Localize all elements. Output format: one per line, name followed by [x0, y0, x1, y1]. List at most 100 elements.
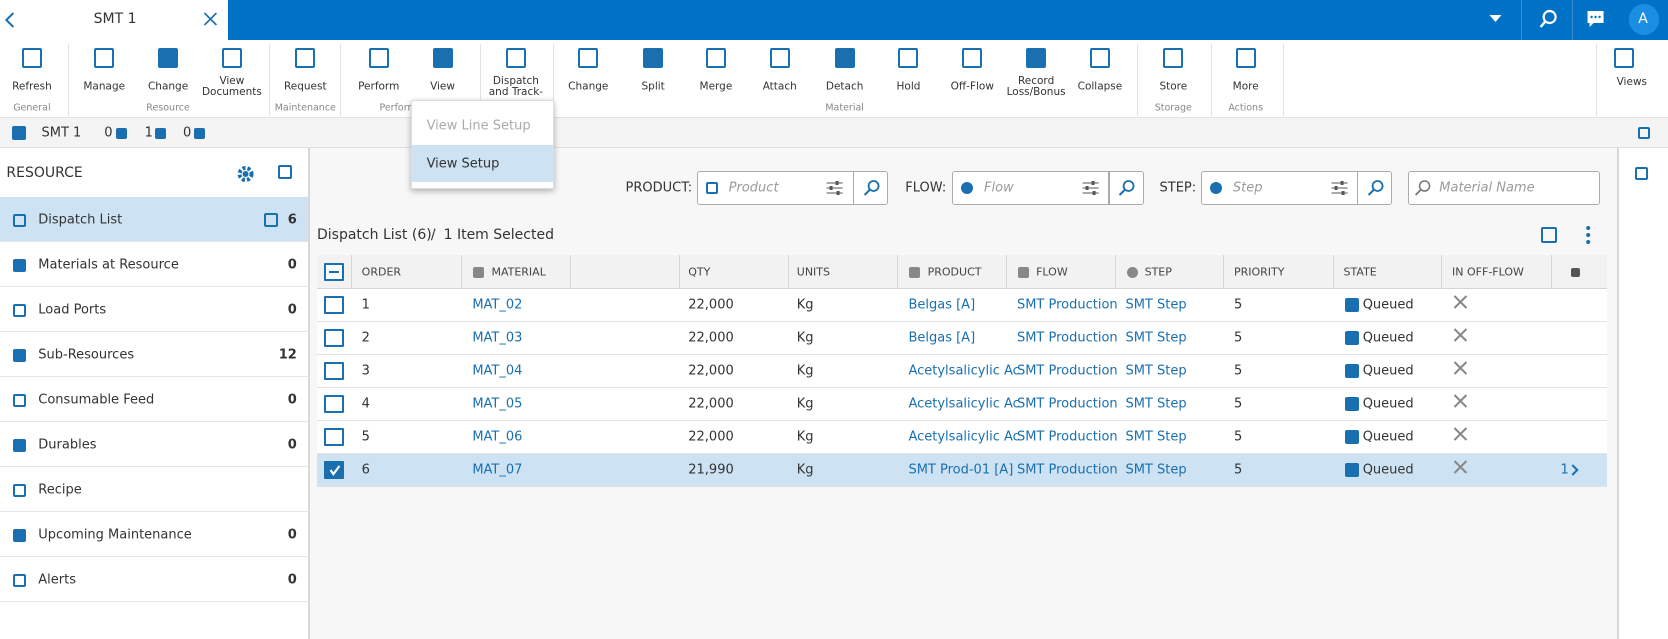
link-cell[interactable]: MAT_04 [472, 363, 523, 379]
filter-placeholder: Product [728, 180, 779, 196]
icon [1614, 48, 1635, 68]
icon [1345, 331, 1360, 345]
link-cell[interactable]: SMT Step [1125, 429, 1187, 445]
menu-item[interactable]: View Setup [426, 156, 500, 172]
link-cell[interactable]: SMT Production [1016, 330, 1118, 346]
link-cell[interactable]: SMT Step [1125, 462, 1187, 478]
checkbox[interactable] [324, 362, 344, 380]
sidebar-item[interactable] [0, 242, 310, 287]
checkbox[interactable] [324, 461, 344, 479]
toolbar-button[interactable]: View Documents [201, 75, 262, 98]
top-sep [1572, 0, 1574, 40]
toolbar-button[interactable]: Hold [896, 80, 921, 93]
icon-shape [1331, 182, 1348, 194]
toolbar-button[interactable]: Off-Flow [950, 80, 994, 93]
icon [1345, 463, 1360, 477]
icon [12, 303, 26, 317]
link-cell[interactable]: MAT_02 [472, 297, 523, 313]
search-icon [1366, 179, 1385, 197]
tab[interactable] [0, 0, 228, 40]
sidebar-item[interactable] [0, 287, 310, 332]
table-row[interactable] [317, 454, 1608, 487]
sidebar-item[interactable] [0, 512, 310, 557]
link-cell[interactable]: SMT Step [1125, 297, 1187, 313]
column-header[interactable]: IN OFF-FLOW [1452, 265, 1524, 279]
toolbar-button[interactable]: Refresh [12, 80, 52, 93]
column-header[interactable]: STATE [1343, 265, 1377, 279]
toolbar-button[interactable]: Views [1616, 76, 1647, 88]
filter-field[interactable] [1201, 171, 1393, 205]
link-cell[interactable]: SMT Step [1125, 396, 1187, 412]
column-header[interactable]: PRIORITY [1233, 265, 1285, 279]
checkbox[interactable] [324, 329, 344, 347]
sidebar-item[interactable] [0, 197, 310, 242]
icon [12, 528, 26, 542]
avatar[interactable] [1628, 4, 1660, 35]
column-header[interactable]: UNITS [796, 265, 830, 279]
table-cell: 22,000 [688, 330, 734, 346]
toolbar-button[interactable]: Change [568, 80, 609, 93]
link-cell[interactable]: Acetylsalicylic Ac [908, 429, 1020, 445]
toolbar-button[interactable]: Attach [762, 80, 797, 93]
table-row[interactable] [317, 421, 1608, 454]
link-cell[interactable]: SMT Production [1016, 462, 1118, 478]
sidebar-item[interactable] [0, 377, 310, 422]
table-row[interactable] [317, 388, 1608, 421]
link-cell[interactable]: MAT_07 [472, 462, 523, 478]
link-cell[interactable]: SMT Production [1016, 363, 1118, 379]
close-icon-svg [204, 12, 218, 26]
table-row[interactable] [317, 289, 1608, 322]
column-header[interactable]: STEP [1144, 265, 1172, 279]
toolbar-button[interactable]: Collapse [1077, 80, 1123, 93]
link-cell[interactable]: Belgas [A] [908, 297, 976, 313]
toolbar-button[interactable]: More [1232, 80, 1259, 93]
sidebar-item[interactable] [0, 557, 310, 602]
detail-count[interactable]: 1 [1560, 462, 1569, 478]
link-cell[interactable]: MAT_06 [472, 429, 523, 445]
column-header[interactable]: ORDER [361, 265, 402, 279]
filter-field[interactable] [696, 171, 889, 205]
link-cell[interactable]: Acetylsalicylic Ac [908, 363, 1020, 379]
checkbox[interactable] [324, 296, 344, 314]
group-label: Material [825, 102, 864, 114]
link-cell[interactable]: SMT Production [1016, 297, 1118, 313]
checkbox[interactable] [324, 263, 344, 281]
menu-item-highlight[interactable] [410, 145, 555, 182]
column-header[interactable]: MATERIAL [491, 265, 546, 279]
link-cell[interactable]: SMT Prod-01 [A] [908, 462, 1014, 478]
link-cell[interactable]: SMT Step [1125, 363, 1187, 379]
sidebar-item[interactable] [0, 332, 310, 377]
toolbar-button[interactable]: Split [641, 80, 665, 93]
checkbox[interactable] [324, 395, 344, 413]
toolbar-button[interactable]: Dispatch and Track- [488, 75, 544, 98]
table-cell: 22,000 [688, 429, 734, 445]
link-cell[interactable]: Acetylsalicylic Ac [908, 396, 1020, 412]
link-cell[interactable]: MAT_03 [472, 330, 523, 346]
toolbar-button[interactable]: Record Loss/Bonus [1006, 75, 1066, 98]
link-cell[interactable]: SMT Production [1016, 429, 1118, 445]
link-cell[interactable]: Belgas [A] [908, 330, 976, 346]
toolbar-button[interactable]: View [430, 80, 455, 93]
toolbar-button[interactable]: Merge [699, 80, 733, 93]
checkbox[interactable] [324, 428, 344, 446]
column-header[interactable]: PRODUCT [927, 265, 982, 279]
link-cell[interactable]: SMT Step [1125, 330, 1187, 346]
link-cell[interactable]: MAT_05 [472, 396, 523, 412]
toolbar-button[interactable]: Manage [83, 80, 126, 93]
toolbar-button[interactable]: Store [1159, 80, 1188, 93]
link-cell[interactable]: SMT Production [1016, 396, 1118, 412]
column-header[interactable]: QTY [688, 265, 711, 279]
toolbar-button[interactable]: Change [147, 80, 189, 93]
table-row[interactable] [317, 355, 1608, 388]
toolbar-button[interactable]: Perform [358, 80, 400, 93]
filter-field[interactable] [1408, 171, 1600, 205]
toolbar-button[interactable]: Detach [825, 80, 864, 93]
toolbar-button[interactable]: Request [283, 80, 327, 93]
icon-shape [1371, 180, 1384, 192]
filter-field[interactable] [952, 171, 1144, 205]
column-header[interactable]: FLOW [1036, 265, 1068, 279]
table-row[interactable] [317, 322, 1608, 355]
icon-shape [836, 181, 840, 185]
sidebar-item[interactable] [0, 467, 310, 512]
sidebar-item[interactable] [0, 422, 310, 467]
